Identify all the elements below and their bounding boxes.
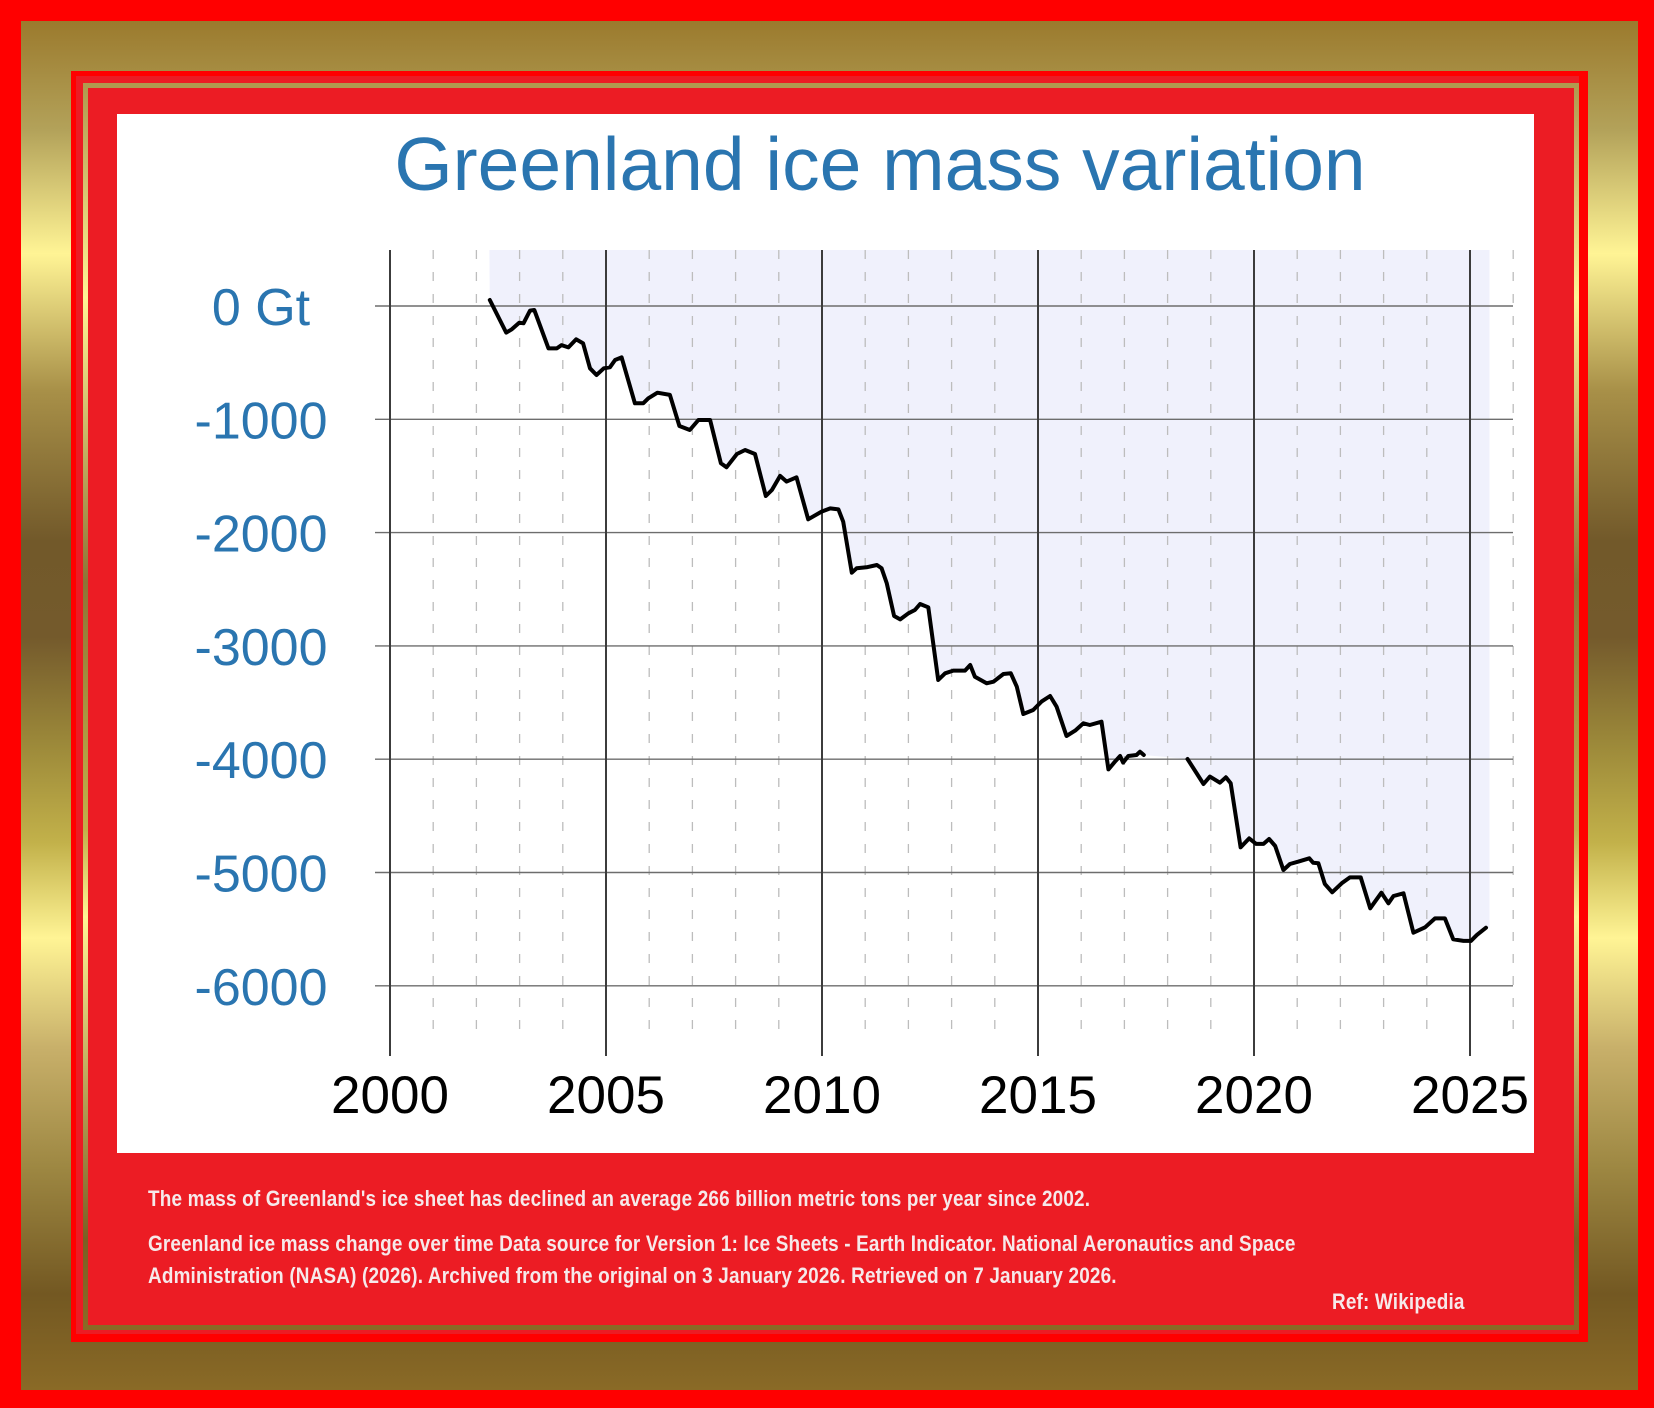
y-tick-label: -2000	[195, 506, 328, 564]
y-tick-label: -6000	[195, 959, 328, 1017]
footer-summary: The mass of Greenland's ice sheet has de…	[148, 1186, 1091, 1211]
y-tick-label: -1000	[195, 392, 328, 450]
y-tick-label: -3000	[195, 619, 328, 677]
footer-reference: Ref: Wikipedia	[1332, 1289, 1465, 1314]
major-vertical-gridlines	[389, 250, 1471, 1056]
y-tick-label: -4000	[195, 732, 328, 790]
x-tick-label: 2005	[547, 1066, 665, 1125]
x-tick-label: 2025	[1411, 1066, 1529, 1125]
x-tick-label: 2015	[979, 1066, 1097, 1125]
footer-source-line-1: Greenland ice mass change over time Data…	[148, 1231, 1296, 1256]
x-tick-label: 2010	[763, 1066, 881, 1125]
chart-title: Greenland ice mass variation	[394, 122, 1365, 206]
footer-source-line-2: Administration (NASA) (2026). Archived f…	[148, 1263, 1117, 1288]
y-tick-label: 0 Gt	[212, 279, 311, 337]
x-tick-label: 2000	[331, 1066, 449, 1125]
data-line-segment-1	[487, 298, 1146, 772]
shaded-area	[489, 250, 1490, 941]
x-tick-label: 2020	[1195, 1066, 1313, 1125]
y-tick-label: -5000	[195, 846, 328, 904]
shaded-area-layer	[489, 250, 1490, 941]
data-line-layer	[487, 298, 1488, 943]
y-axis-labels: 0 Gt -1000 -2000 -3000 -4000 -5000 -6000	[195, 279, 328, 1017]
x-axis-labels: 2000 2005 2010 2015 2020 2025	[331, 1066, 1529, 1125]
